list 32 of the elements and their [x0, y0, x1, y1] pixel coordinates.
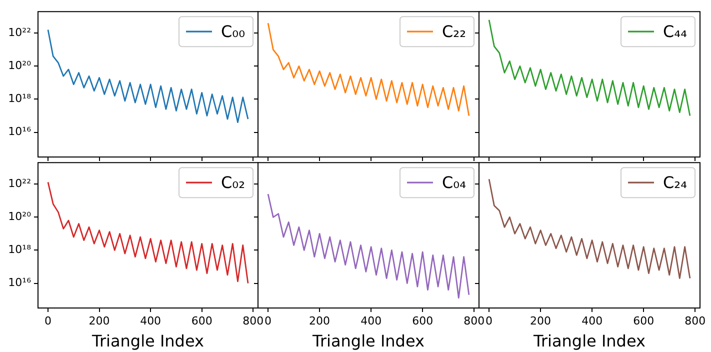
- x-tick-label: 0: [264, 314, 272, 328]
- legend-label: C₀₄: [442, 172, 466, 192]
- x-tick-label: 800: [684, 314, 706, 328]
- x-tick-label: 200: [88, 314, 110, 328]
- legend-label: C₄₄: [663, 22, 687, 41]
- x-tick-label: 0: [486, 314, 493, 328]
- y-tick-label: 10¹⁶: [8, 125, 32, 138]
- x-axis-title: Triangle Index: [312, 332, 424, 351]
- legend-label: C₀₀: [221, 22, 245, 41]
- y-tick-label: 10²⁰: [8, 59, 32, 72]
- x-tick-label: 200: [530, 314, 552, 328]
- x-tick-label: 400: [582, 314, 603, 328]
- y-tick-label: 10²²: [8, 26, 31, 39]
- x-tick-label: 600: [191, 314, 212, 328]
- x-tick-label: 200: [309, 314, 330, 328]
- x-axis-title: Triangle Index: [532, 332, 646, 351]
- legend-label: C₂₄: [663, 172, 687, 192]
- y-tick-label: 10¹⁸: [8, 243, 32, 256]
- x-tick-label: 600: [633, 314, 654, 328]
- x-tick-label: 800: [242, 314, 264, 328]
- legend-label: C₂₂: [442, 22, 466, 41]
- y-tick-label: 10¹⁸: [8, 92, 32, 106]
- y-tick-label: 10²⁰: [8, 210, 32, 224]
- x-tick-label: 600: [412, 314, 434, 328]
- x-tick-label: 0: [44, 314, 52, 328]
- y-tick-label: 10¹⁶: [8, 276, 32, 290]
- legend-label: C₀₂: [221, 172, 245, 192]
- x-tick-label: 400: [360, 314, 382, 328]
- x-axis-title: Triangle Index: [91, 332, 204, 351]
- x-tick-label: 400: [140, 314, 162, 328]
- x-tick-label: 800: [464, 314, 485, 328]
- y-tick-label: 10²²: [8, 176, 31, 190]
